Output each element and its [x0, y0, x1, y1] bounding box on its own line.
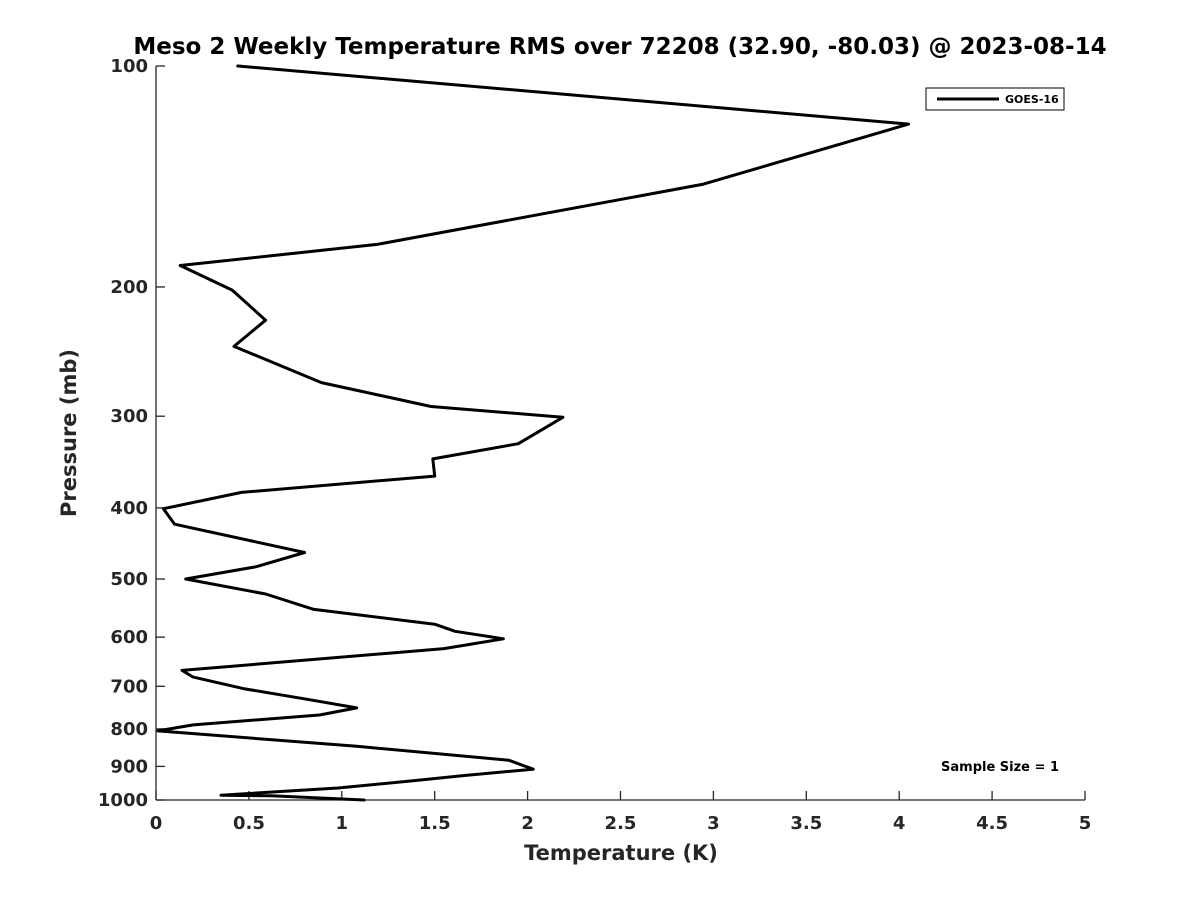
series-layer [156, 64, 910, 802]
sample-size-annotation: Sample Size = 1 [941, 760, 1059, 775]
x-tick-label: 2.5 [605, 813, 637, 834]
y-tick-label: 600 [110, 627, 148, 648]
y-tick-label: 900 [110, 756, 148, 777]
y-tick-label: 100 [110, 56, 148, 77]
y-tick-label: 500 [110, 569, 148, 590]
x-tick-label: 1 [336, 813, 349, 834]
x-axis-label: Temperature (K) [524, 841, 718, 865]
y-tick-label: 700 [110, 676, 148, 697]
x-tick-label: 2 [521, 813, 534, 834]
y-tick-label: 400 [110, 498, 148, 519]
chart-title: Meso 2 Weekly Temperature RMS over 72208… [133, 34, 1106, 60]
x-tick-label: 3 [707, 813, 720, 834]
x-tick-label: 1.5 [419, 813, 451, 834]
x-tick-label: 4 [893, 813, 906, 834]
series-line-goes-16 [156, 64, 910, 802]
y-tick-label: 300 [110, 406, 148, 427]
x-tick-label: 5 [1079, 813, 1092, 834]
x-tick-label: 0 [150, 813, 163, 834]
x-tick-label: 4.5 [976, 813, 1008, 834]
axes: 0 0.5 1 1.5 2 2.5 3 3.5 4 4.5 5 100 200 300 400 500 600 7… [98, 56, 1091, 834]
legend-label-goes-16: GOES-16 [1005, 93, 1059, 106]
legend: GOES-16 [925, 87, 1065, 111]
x-tick-label: 3.5 [790, 813, 822, 834]
y-axis-label: Pressure (mb) [57, 349, 81, 517]
y-tick-label: 800 [110, 719, 148, 740]
x-tick-label: 0.5 [233, 813, 265, 834]
y-tick-label: 1000 [98, 790, 148, 811]
y-tick-label: 200 [110, 277, 148, 298]
